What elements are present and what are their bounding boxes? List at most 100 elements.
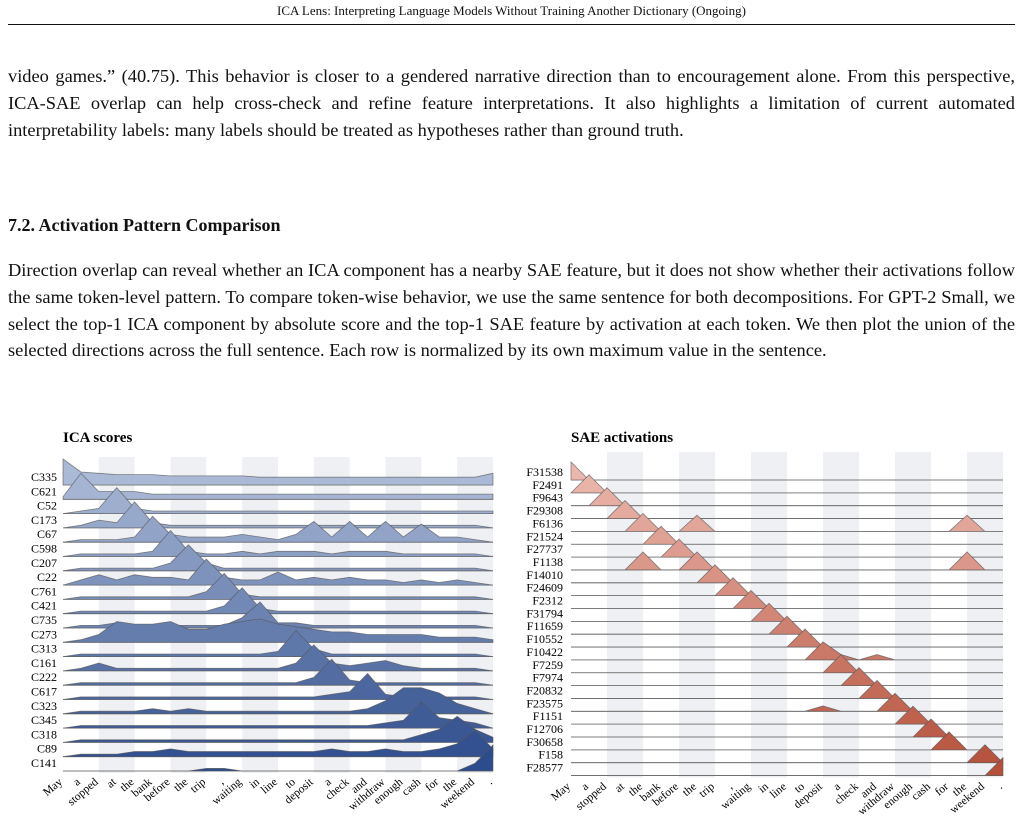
x-tick-label: for: [423, 776, 441, 794]
x-tick-label: cash: [910, 780, 934, 802]
column-band: [823, 452, 859, 778]
running-header: ICA Lens: Interpreting Language Models W…: [277, 3, 746, 18]
paragraph: video games.” (40.75). This behavior is …: [8, 66, 1015, 140]
x-tick-label: line: [768, 781, 789, 801]
row-label: F1151: [533, 709, 563, 723]
row-label: C598: [31, 542, 57, 556]
row-label: F10422: [526, 645, 563, 659]
x-tick-label: waiting: [719, 780, 753, 812]
row-label: C161: [31, 656, 57, 670]
x-tick-label: ,: [216, 776, 226, 787]
row-label: F12706: [526, 722, 563, 736]
x-tick-label: ,: [725, 781, 735, 792]
ridge: [62, 572, 494, 600]
ridge: [62, 472, 494, 500]
x-tick-label: a: [579, 781, 591, 793]
ridge: [62, 644, 494, 672]
x-tick-label: stopped: [574, 780, 609, 812]
row-label: C335: [31, 470, 57, 484]
x-tick-label: waiting: [210, 776, 244, 808]
ridge: [62, 730, 494, 758]
row-label: F21524: [526, 529, 563, 543]
row-label: C52: [37, 499, 57, 513]
row-label: F9643: [532, 491, 563, 505]
row-label: F1138: [533, 555, 563, 569]
row-label: C318: [31, 727, 57, 741]
ridge: [571, 718, 1003, 738]
header-rule: [8, 24, 1015, 25]
row-label: C273: [31, 627, 57, 641]
x-tick-label: stopped: [66, 776, 101, 808]
row-label: C421: [31, 599, 57, 613]
x-tick-label: at: [105, 776, 120, 791]
row-label: F20832: [526, 683, 563, 697]
ridge: [571, 667, 1003, 686]
row-label: C173: [31, 513, 57, 527]
column-band: [679, 452, 715, 778]
row-label: F7259: [532, 658, 563, 672]
ridge: [571, 628, 1003, 648]
row-label: F7974: [532, 671, 563, 685]
column-band: [313, 457, 350, 773]
x-tick-label: a: [71, 776, 83, 788]
chart-title: ICA scores: [63, 430, 132, 446]
row-label: C207: [31, 556, 57, 570]
x-tick-label: line: [259, 776, 280, 796]
ridge: [571, 744, 1004, 764]
row-label: C141: [31, 756, 57, 770]
ridge: [571, 641, 1003, 661]
row-label: F23575: [526, 696, 563, 710]
row-label: C345: [31, 713, 57, 727]
ridge: [571, 525, 1003, 545]
ridge: [570, 461, 1003, 481]
column-band: [170, 457, 207, 773]
row-label: F30658: [526, 735, 563, 749]
row-label: C89: [37, 742, 57, 756]
ridge: [571, 756, 1004, 776]
ridge: [62, 618, 494, 643]
ridge: [571, 564, 1003, 584]
x-tick-label: trip: [697, 781, 717, 801]
x-tick-label: May: [41, 776, 65, 799]
row-label: C313: [31, 642, 57, 656]
row-label: F27737: [526, 542, 563, 556]
row-label: F158: [538, 748, 563, 762]
ridge: [571, 602, 1003, 622]
row-label: F29308: [526, 504, 563, 518]
x-tick-label: for: [933, 781, 951, 799]
ridge: [62, 658, 494, 686]
x-tick-label: .: [995, 781, 1005, 792]
ridge: [570, 474, 1003, 494]
paragraph: Direction overlap can reveal whether an …: [8, 260, 1015, 361]
row-label: C735: [31, 613, 57, 627]
row-label: F6136: [532, 516, 563, 530]
ridge: [571, 679, 1003, 699]
ridge: [571, 705, 1003, 725]
ridge: [62, 687, 494, 715]
row-label: F2491: [532, 478, 563, 492]
row-label: F14010: [526, 568, 563, 582]
row-label: C761: [31, 584, 57, 598]
ridge: [571, 731, 1003, 751]
x-tick-label: the: [172, 776, 190, 794]
ridge: [62, 501, 494, 529]
row-label: C67: [37, 527, 57, 541]
ridge: [571, 551, 1003, 571]
row-label: C222: [31, 670, 57, 684]
x-tick-label: May: [549, 781, 573, 804]
row-label: F2312: [532, 594, 563, 608]
x-tick-label: cash: [400, 776, 424, 798]
x-tick-label: .: [485, 776, 495, 787]
x-tick-label: at: [613, 780, 628, 795]
ridge: [62, 458, 494, 486]
x-tick-label: a: [322, 776, 334, 788]
ridge: [571, 615, 1003, 635]
row-label: F10552: [526, 632, 563, 646]
row-label: C621: [31, 484, 57, 498]
ridge: [63, 744, 494, 772]
row-label: C617: [31, 685, 57, 699]
x-tick-label: the: [680, 781, 698, 799]
row-label: C22: [37, 570, 57, 584]
